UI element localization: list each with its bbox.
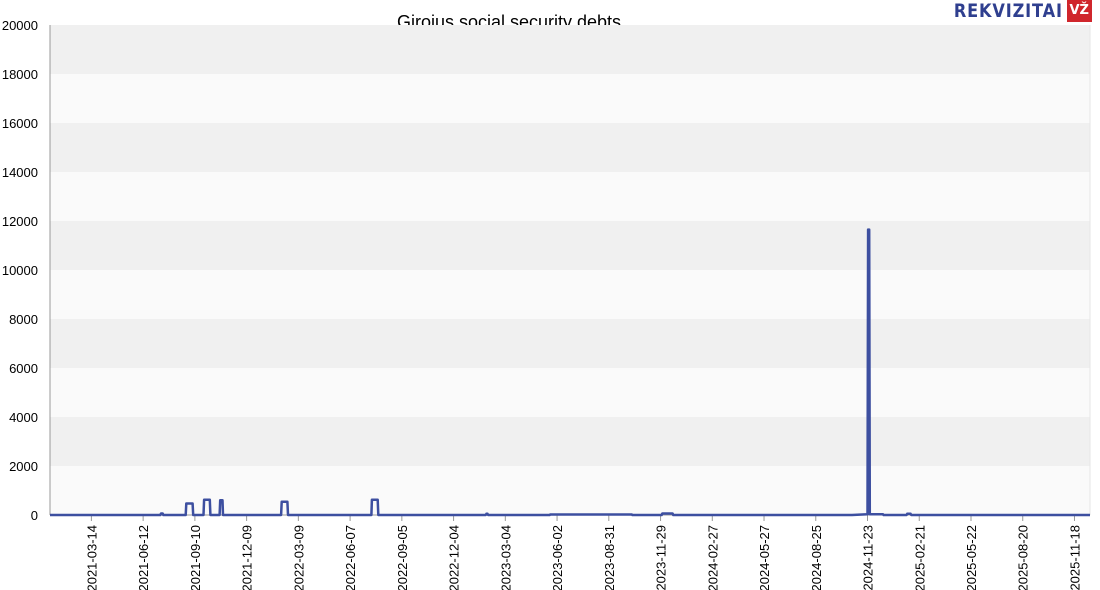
- y-tick-label: 18000: [2, 67, 38, 82]
- x-tick-label: 2023-11-29: [654, 525, 669, 590]
- series-layer: [50, 228, 1090, 517]
- logo-badge: VŽ: [1066, 0, 1092, 22]
- grid-band: [50, 123, 1090, 172]
- y-tick-label: 6000: [9, 361, 38, 376]
- x-tick-label: 2025-08-20: [1016, 525, 1031, 590]
- y-tick-label: 4000: [9, 410, 38, 425]
- x-tick-label: 2023-06-02: [550, 525, 565, 590]
- y-tick-label: 12000: [2, 214, 38, 229]
- x-tick-label: 2022-09-05: [395, 525, 410, 590]
- x-tick-label: 2025-02-21: [912, 525, 927, 590]
- rekvizitai-logo[interactable]: REKVIZITAI VŽ: [934, 0, 1092, 22]
- x-tick-label: 2024-08-25: [809, 525, 824, 590]
- x-tick-label: 2023-08-31: [602, 525, 617, 590]
- x-axis: 2021-03-14 2021-06-12 2021-09-10 2021-12-09…: [50, 514, 1090, 590]
- x-tick-label: 2024-02-27: [705, 525, 720, 590]
- grid-bands: [50, 25, 1091, 515]
- y-tick-label: 20000: [2, 18, 38, 33]
- x-tick-label: 2025-11-18: [1067, 525, 1082, 590]
- x-tick-label: 2022-12-04: [447, 525, 462, 590]
- grid-band: [50, 221, 1090, 270]
- x-tick-label: 2024-05-27: [757, 525, 772, 590]
- grid-band: [50, 172, 1090, 221]
- x-tick-label: 2022-06-07: [343, 525, 358, 590]
- logo-wordmark: REKVIZITAI: [954, 0, 1064, 22]
- grid-band: [50, 319, 1090, 368]
- x-tick-label: 2021-03-14: [84, 525, 99, 590]
- x-tick-label: 2021-09-10: [188, 525, 203, 590]
- grid-band: [50, 466, 1090, 515]
- y-tick-label: 16000: [2, 116, 38, 131]
- x-tick-label: 2021-06-12: [136, 525, 151, 590]
- grid-band: [50, 74, 1090, 123]
- x-tick-label: 2021-12-09: [240, 525, 255, 590]
- x-tick-label: 2023-03-04: [498, 525, 513, 590]
- grid-band: [50, 270, 1090, 319]
- y-axis: 0 2000 4000 6000 8000 10000 12000 14000 16000 180…: [2, 18, 51, 523]
- x-tick-label: 2025-05-22: [964, 525, 979, 590]
- x-tick-label: 2022-03-09: [291, 525, 306, 590]
- grid-band: [50, 417, 1090, 466]
- y-tick-label: 10000: [2, 263, 38, 278]
- y-tick-label: 0: [31, 508, 38, 523]
- y-tick-label: 8000: [9, 312, 38, 327]
- y-tick-label: 14000: [2, 165, 38, 180]
- x-tick-label: 2024-11-23: [861, 525, 876, 590]
- grid-band: [50, 25, 1090, 74]
- y-tick-label: 2000: [9, 459, 38, 474]
- grid-band: [50, 368, 1090, 417]
- series-line: [50, 228, 1090, 517]
